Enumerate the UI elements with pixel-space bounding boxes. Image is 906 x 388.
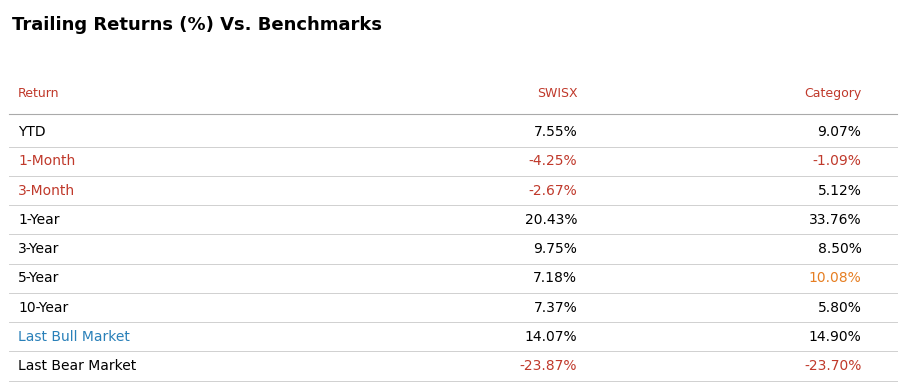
Text: -1.09%: -1.09%	[813, 154, 862, 168]
Text: 10-Year: 10-Year	[18, 301, 68, 315]
Text: 3-Month: 3-Month	[18, 184, 75, 197]
Text: -23.70%: -23.70%	[804, 359, 862, 373]
Text: -2.67%: -2.67%	[528, 184, 577, 197]
Text: Last Bear Market: Last Bear Market	[18, 359, 136, 373]
Text: 7.55%: 7.55%	[534, 125, 577, 139]
Text: Category: Category	[805, 87, 862, 100]
Text: 20.43%: 20.43%	[525, 213, 577, 227]
Text: 5-Year: 5-Year	[18, 271, 59, 285]
Text: 10.08%: 10.08%	[809, 271, 862, 285]
Text: 7.37%: 7.37%	[534, 301, 577, 315]
Text: Return: Return	[18, 87, 60, 100]
Text: 7.18%: 7.18%	[534, 271, 577, 285]
Text: 9.75%: 9.75%	[534, 242, 577, 256]
Text: 14.07%: 14.07%	[525, 330, 577, 344]
Text: 8.50%: 8.50%	[817, 242, 862, 256]
Text: Trailing Returns (%) Vs. Benchmarks: Trailing Returns (%) Vs. Benchmarks	[12, 16, 381, 33]
Text: 1-Month: 1-Month	[18, 154, 75, 168]
Text: -23.87%: -23.87%	[520, 359, 577, 373]
Text: 5.12%: 5.12%	[817, 184, 862, 197]
Text: -4.25%: -4.25%	[529, 154, 577, 168]
Text: Last Bull Market: Last Bull Market	[18, 330, 130, 344]
Text: 9.07%: 9.07%	[817, 125, 862, 139]
Text: 1-Year: 1-Year	[18, 213, 60, 227]
Text: 33.76%: 33.76%	[809, 213, 862, 227]
Text: 14.90%: 14.90%	[809, 330, 862, 344]
Text: YTD: YTD	[18, 125, 45, 139]
Text: 3-Year: 3-Year	[18, 242, 59, 256]
Text: SWISX: SWISX	[536, 87, 577, 100]
Text: 5.80%: 5.80%	[817, 301, 862, 315]
